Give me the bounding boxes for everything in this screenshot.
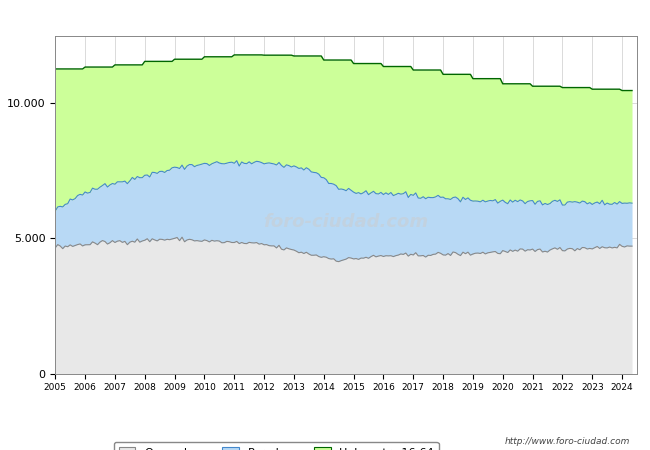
Legend: Ocupados, Parados, Hab. entre 16-64: Ocupados, Parados, Hab. entre 16-64	[114, 442, 439, 450]
Text: http://www.foro-ciudad.com: http://www.foro-ciudad.com	[505, 436, 630, 446]
Text: foro-ciudad.com: foro-ciudad.com	[263, 213, 429, 230]
Text: Monforte de Lemos - Evolucion de la poblacion en edad de Trabajar Mayo de 2024: Monforte de Lemos - Evolucion de la pobl…	[53, 10, 597, 23]
